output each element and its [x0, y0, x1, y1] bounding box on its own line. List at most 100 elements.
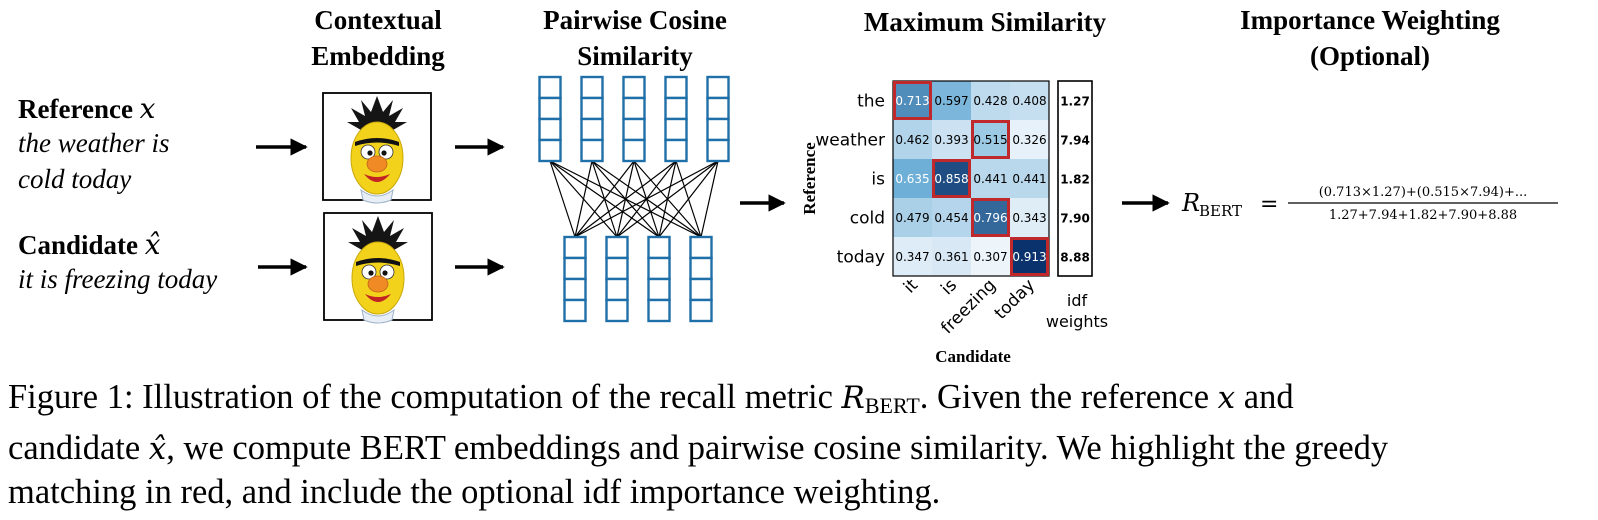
vector-cell	[706, 117, 730, 142]
caption-idf: idf	[582, 473, 622, 511]
title-pairwise-cosine: Pairwise Cosine Similarity	[500, 2, 770, 74]
greedy-match-highlight	[893, 81, 932, 120]
vector-cell	[605, 256, 629, 281]
vector-cell	[664, 138, 688, 163]
formula-numerator: (0.713×1.27)+(0.515×7.94)+...	[1319, 185, 1528, 200]
heatmap-cell-value: 0.454	[934, 211, 968, 225]
title-contextual-line1: Contextual	[314, 5, 442, 35]
heatmap-cell-value: 0.635	[895, 172, 929, 186]
similarity-heatmap: 0.713 0.597 0.428 0.408 0.462 0.393 0.515 0.326…	[800, 80, 1108, 366]
figure-caption: Figure 1: Illustration of the computatio…	[8, 376, 1590, 514]
heatmap-cell-value: 0.361	[934, 250, 968, 264]
candidate-text-line1: it is freezing today	[18, 264, 218, 294]
pairwise-connection-line	[574, 160, 593, 238]
title-pairwise-line1: Pairwise Cosine	[543, 5, 727, 35]
heatmap-cell-value: 0.597	[934, 94, 968, 108]
greedy-match-highlight	[971, 198, 1010, 237]
reference-token-vector	[622, 75, 646, 163]
vector-cell	[605, 277, 629, 302]
pairwise-connection-line	[616, 160, 719, 238]
idf-weight-value: 8.88	[1060, 251, 1090, 265]
heatmap-cell-value: 0.393	[934, 133, 968, 147]
vector-cell	[538, 138, 562, 163]
vector-cell	[647, 277, 671, 302]
title-maximum-similarity: Maximum Similarity	[830, 4, 1140, 40]
vector-cell	[563, 298, 587, 323]
heatmap-cell	[971, 237, 1010, 276]
title-importance-weighting: Importance Weighting (Optional)	[1200, 2, 1540, 74]
caption-text: matching in red, and include the optiona…	[8, 473, 583, 511]
reference-token-vector	[580, 75, 604, 163]
heatmap-cell-value: 0.326	[1012, 133, 1046, 147]
heatmap-cell	[1010, 237, 1049, 276]
heatmap-cell-value: 0.713	[895, 94, 929, 108]
caption-line-3: matching in red, and include the optiona…	[8, 471, 1590, 514]
heatmap-cell-value: 0.441	[1012, 172, 1046, 186]
idf-weight-value: 7.94	[1060, 134, 1090, 148]
vector-cell	[563, 256, 587, 281]
caption-math-sub: BERT	[864, 393, 920, 418]
y-tick-label: is	[871, 170, 885, 190]
heatmap-cell-value: 0.408	[1012, 94, 1046, 108]
heatmap-cell-value: 0.441	[973, 172, 1007, 186]
reference-token-vector	[538, 75, 562, 163]
heatmap-cell	[932, 198, 971, 237]
heatmap-cell-value: 0.462	[895, 133, 929, 147]
heatmap-cell	[932, 81, 971, 120]
reference-text-line1: the weather is	[18, 128, 170, 158]
heatmap-cell	[1010, 198, 1049, 237]
heatmap-cell	[893, 120, 932, 159]
candidate-label: Candidate	[18, 230, 139, 260]
title-contextual-line2: Embedding	[311, 41, 445, 71]
heatmap-cell	[893, 159, 932, 198]
vector-cell	[706, 75, 730, 100]
vector-cell	[647, 256, 671, 281]
candidate-token-vector	[647, 235, 671, 323]
heatmap-cell	[971, 159, 1010, 198]
pairwise-connection-line	[574, 160, 719, 238]
heatmap-cell-value: 0.515	[973, 133, 1007, 147]
pairwise-connection-line	[700, 160, 719, 238]
heatmap-cell-value: 0.913	[1012, 250, 1046, 264]
vector-cell	[689, 298, 713, 323]
y-tick-label: cold	[850, 209, 885, 229]
title-importance-line1: Importance Weighting	[1240, 5, 1500, 35]
heatmap-cell	[1010, 159, 1049, 198]
heatmap-cell-value: 0.307	[973, 250, 1007, 264]
x-tick-label: is	[937, 275, 961, 299]
reference-symbol: x	[139, 92, 156, 125]
y-tick-label: weather	[815, 131, 885, 151]
vector-cell	[563, 235, 587, 260]
vector-cell	[538, 117, 562, 142]
x-axis-label: Candidate	[935, 347, 1011, 366]
vector-cell	[605, 235, 629, 260]
caption-text: candidate	[8, 429, 149, 467]
caption-text: Figure 1: Illustration of the computatio…	[8, 378, 842, 416]
vector-cell	[622, 117, 646, 142]
vector-cell	[689, 235, 713, 260]
idf-weights-box	[1057, 80, 1093, 277]
heatmap-cell	[932, 120, 971, 159]
idf-label: weights	[1046, 312, 1108, 331]
title-maximum-line1: Maximum Similarity	[863, 7, 1107, 37]
reference-label: Reference	[18, 94, 133, 124]
greedy-match-highlight	[971, 120, 1010, 159]
vector-cell	[563, 277, 587, 302]
vector-cell	[622, 138, 646, 163]
heatmap-cell	[1010, 81, 1049, 120]
vector-cell	[538, 96, 562, 121]
vector-grid	[538, 75, 730, 323]
vector-cell	[622, 75, 646, 100]
heatmap-cell-value: 0.347	[895, 250, 929, 264]
vector-cell	[706, 138, 730, 163]
caption-math-xhat: x̂	[148, 431, 167, 467]
vector-cell	[580, 138, 604, 163]
heatmap-cell	[932, 237, 971, 276]
pairwise-connection-line	[574, 160, 635, 238]
y-tick-label: today	[837, 248, 885, 268]
heatmap-cell	[932, 159, 971, 198]
reference-token-vector	[706, 75, 730, 163]
heatmap-cell-value: 0.796	[973, 211, 1007, 225]
vector-cell	[580, 96, 604, 121]
vector-cell	[706, 96, 730, 121]
